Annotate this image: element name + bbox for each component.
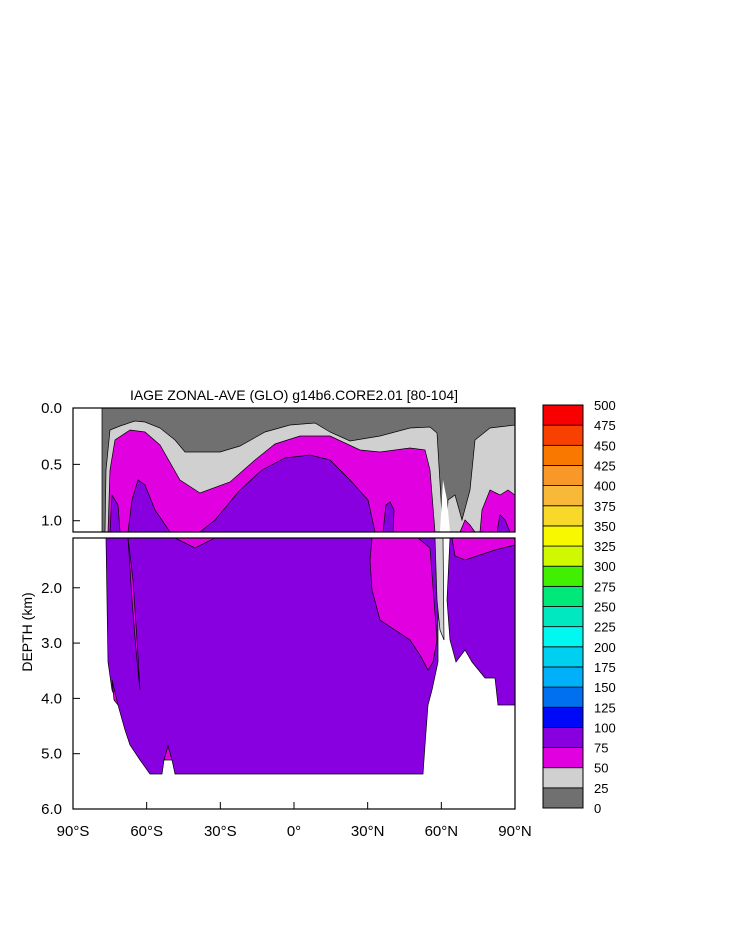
x-tick-label: 30°S xyxy=(204,823,237,840)
colorbar-label: 100 xyxy=(594,720,616,735)
x-tick-label: 30°N xyxy=(351,823,385,840)
axes: 90°S 60°S 30°S 0° 30°N 60°N 90°N 0.0 0.5 1.0 2.0 3.… xyxy=(41,400,532,840)
y-tick-label: 2.0 xyxy=(41,580,62,597)
colorbar-label: 200 xyxy=(594,640,616,655)
upper-panel xyxy=(73,408,515,532)
colorbar-label: 225 xyxy=(594,620,616,635)
x-tick-label: 0° xyxy=(287,823,301,840)
upper-panel-frame xyxy=(72,407,516,533)
colorbar-swatch xyxy=(542,666,584,688)
colorbar-swatch xyxy=(542,626,584,648)
colorbar-swatch xyxy=(542,646,584,668)
colorbar-label: 375 xyxy=(594,499,616,514)
land-mask-arctic-upper xyxy=(440,480,450,532)
contour-fill-50-75-lower xyxy=(111,538,438,761)
colorbar-swatch xyxy=(542,485,584,507)
y-tick-label: 0.0 xyxy=(41,400,62,417)
colorbar-label: 450 xyxy=(594,438,616,453)
colorbar-swatch xyxy=(542,525,584,547)
colorbar-swatch xyxy=(542,424,584,446)
y-tick-label: 1.0 xyxy=(41,513,62,530)
y-tick-label: 4.0 xyxy=(41,690,62,707)
colorbar-swatch xyxy=(542,606,584,628)
colorbar-swatch xyxy=(542,505,584,527)
colorbar-label: 325 xyxy=(594,539,616,554)
y-tick-label: 3.0 xyxy=(41,635,62,652)
colorbar-label: 25 xyxy=(594,781,608,796)
colorbar-label: 275 xyxy=(594,579,616,594)
lower-panel xyxy=(73,538,515,809)
colorbar-label: 425 xyxy=(594,458,616,473)
colorbar-label: 500 xyxy=(594,398,616,413)
colorbar-swatch xyxy=(542,747,584,769)
colorbar-swatch xyxy=(542,787,584,809)
colorbar-label: 175 xyxy=(594,660,616,675)
y-axis-label: DEPTH (km) xyxy=(19,592,35,671)
x-tick-label: 60°N xyxy=(425,823,459,840)
y-tick-label: 0.5 xyxy=(41,456,62,473)
colorbar-label: 400 xyxy=(594,479,616,494)
contour-fill-arctic-lower xyxy=(446,538,515,706)
colorbar-swatch xyxy=(542,565,584,587)
x-tick-label: 90°N xyxy=(498,823,532,840)
colorbar-swatch xyxy=(542,465,584,487)
chart-title: IAGE ZONAL-AVE (GLO) g14b6.CORE2.01 [80-… xyxy=(130,387,458,403)
colorbar-label: 50 xyxy=(594,761,608,776)
colorbar: 0 25 50 75 100 125 150 175 200 225 250 275 300 325 350… xyxy=(542,398,616,816)
y-tick-label: 6.0 xyxy=(41,801,62,818)
colorbar-label: 250 xyxy=(594,600,616,615)
colorbar-label: 300 xyxy=(594,559,616,574)
colorbar-swatch xyxy=(542,545,584,567)
colorbar-swatch xyxy=(542,706,584,728)
x-tick-label: 90°S xyxy=(57,823,90,840)
colorbar-swatch xyxy=(542,686,584,708)
colorbar-label: 0 xyxy=(594,801,601,816)
colorbar-swatch xyxy=(542,767,584,789)
colorbar-label: 350 xyxy=(594,519,616,534)
colorbar-swatch xyxy=(542,585,584,607)
contour-fill-75-100-upper xyxy=(109,454,511,532)
colorbar-label: 125 xyxy=(594,700,616,715)
y-tick-label: 5.0 xyxy=(41,746,62,763)
contour-fill-25-50-lower xyxy=(434,538,445,641)
colorbar-label: 75 xyxy=(594,741,608,756)
colorbar-swatch xyxy=(542,444,584,466)
colorbar-swatch xyxy=(542,727,584,748)
contour-fill-arctic-50-75-lower xyxy=(451,538,515,561)
colorbar-swatch xyxy=(542,404,584,426)
colorbar-label: 150 xyxy=(594,680,616,695)
colorbar-frame xyxy=(542,404,584,809)
x-tick-label: 60°S xyxy=(130,823,163,840)
colorbar-label: 475 xyxy=(594,418,616,433)
